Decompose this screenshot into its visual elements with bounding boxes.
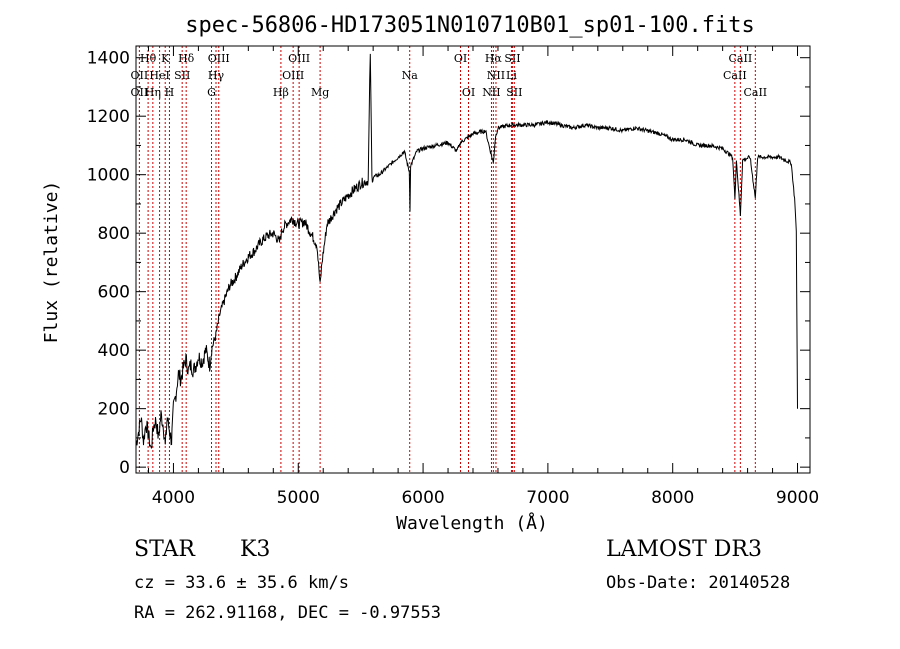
observation-date: Obs-Date: 20140528	[606, 573, 791, 593]
marker-label-6: Hα	[485, 52, 503, 65]
marker-label-12: Hγ	[208, 69, 225, 82]
x-tick-label-3: 7000	[526, 488, 569, 508]
marker-label-14: Na	[402, 69, 419, 82]
chart-title: spec-56806-HD173051N010710B01_sp01-100.f…	[185, 13, 755, 38]
marker-label-24: OI	[462, 86, 475, 99]
x-tick-label-0: 4000	[152, 488, 195, 508]
y-tick-label-3: 600	[98, 283, 130, 303]
spectrum-line	[135, 53, 798, 449]
marker-label-15: NII	[487, 69, 505, 82]
marker-label-0: Hθ	[140, 52, 157, 65]
marker-label-8: CaII	[729, 52, 753, 65]
marker-label-11: SII	[174, 69, 190, 82]
y-tick-label-0: 0	[119, 458, 130, 478]
coordinates-text: RA = 262.91168, DEC = -0.97553	[134, 603, 442, 623]
marker-label-17: CaII	[723, 69, 747, 82]
plot-frame	[135, 45, 811, 474]
marker-label-19: Hη	[145, 86, 161, 99]
marker-label-4: OIII	[288, 52, 310, 65]
marker-label-22: Hβ	[273, 86, 289, 99]
marker-label-10: HeI	[149, 69, 169, 82]
marker-label-16: Li	[506, 69, 517, 82]
marker-label-3: OIII	[208, 52, 230, 65]
marker-label-5: OI	[454, 52, 467, 65]
y-tick-label-2: 400	[98, 341, 130, 361]
redshift-text: cz = 33.6 ± 35.6 km/s	[134, 573, 349, 593]
marker-label-20: H	[165, 86, 175, 99]
x-tick-label-2: 6000	[401, 488, 444, 508]
marker-label-9: OII	[131, 69, 149, 82]
x-tick-label-1: 5000	[277, 488, 320, 508]
y-tick-label-7: 1400	[87, 49, 130, 69]
y-tick-label-5: 1000	[87, 166, 130, 186]
marker-label-13: OIII	[282, 69, 304, 82]
x-tick-label-5: 9000	[776, 488, 819, 508]
x-axis-label: Wavelength (Å)	[396, 512, 548, 534]
object-subclass: K3	[240, 537, 271, 562]
marker-label-7: SII	[504, 52, 520, 65]
marker-label-2: Hδ	[178, 52, 195, 65]
object-class: STAR	[134, 537, 195, 562]
x-tick-label-4: 8000	[651, 488, 694, 508]
marker-label-26: SII	[506, 86, 522, 99]
survey-name: LAMOST DR3	[606, 537, 762, 562]
y-tick-label-1: 200	[98, 400, 130, 420]
marker-label-25: NII	[482, 86, 500, 99]
y-axis-ticks: 0 200 400 600 800 1000 1200 1400	[87, 49, 810, 478]
marker-label-27: CaII	[743, 86, 767, 99]
line-markers	[138, 46, 756, 473]
marker-label-21: G	[207, 86, 216, 99]
y-tick-label-6: 1200	[87, 107, 130, 127]
y-tick-label-4: 800	[98, 224, 130, 244]
x-axis-ticks: 4000 5000 6000 7000 8000 9000	[147, 46, 819, 508]
marker-label-18: OII	[131, 86, 149, 99]
marker-label-1: K	[161, 52, 170, 65]
y-axis-label: Flux (relative)	[41, 181, 62, 344]
marker-label-23: Mg	[311, 86, 329, 99]
